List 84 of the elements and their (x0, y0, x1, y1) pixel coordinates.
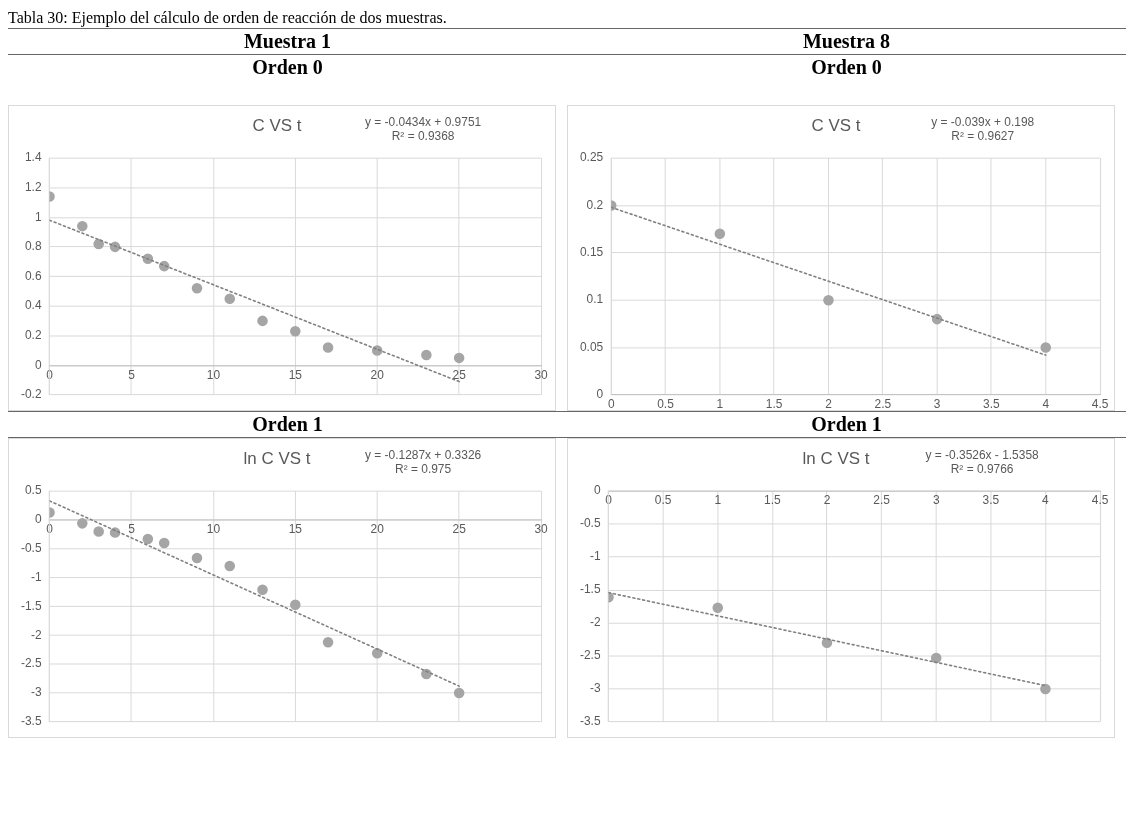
y-tick-label: 0.4 (24, 298, 42, 313)
x-tick-label: 0.5 (654, 493, 672, 508)
y-tick-label: 0 (596, 387, 604, 402)
chart-subtitle: Orden 0 (251, 55, 324, 80)
y-tick-label: -2 (589, 615, 601, 630)
y-tick-label: 0.15 (579, 245, 604, 260)
y-tick-label: 0.2 (24, 328, 42, 342)
x-tick-label: 30 (534, 367, 549, 382)
y-tick-label: -1.5 (579, 582, 601, 597)
x-tick-label: 2 (823, 493, 831, 508)
text: Muestra 8 (567, 29, 1126, 55)
x-tick-label: 1 (714, 493, 722, 508)
x-tick-label: 1.5 (765, 397, 783, 412)
text: R² = 0.9766 (950, 461, 1014, 476)
text: R² = 0.975 (395, 461, 452, 476)
chart-title: C VS t (252, 115, 302, 135)
x-tick-label: 5 (128, 522, 136, 537)
y-tick-label: -1 (589, 549, 601, 564)
x-tick-label: 1.5 (764, 493, 782, 508)
text: y = -0.0434x + 0.9751 (365, 114, 482, 129)
x-tick-label: 20 (370, 522, 385, 537)
y-tick-label: -3 (30, 685, 42, 700)
text: Tabla 30: Ejemplo del cálculo de orden de reacción de dos muestras. (8, 8, 1126, 29)
y-tick-label: -3.5 (579, 714, 601, 729)
y-tick-label: 0.2 (586, 197, 604, 212)
chart-title: ln C VS t (802, 448, 870, 468)
y-tick-label: 0.1 (586, 292, 604, 307)
y-tick-label: -2.5 (20, 656, 42, 671)
y-tick-label: -2.5 (579, 648, 601, 663)
x-tick-label: 4.5 (1091, 397, 1109, 412)
y-tick-label: 1 (34, 209, 42, 224)
text: y = -0.3526x - 1.5358 (925, 447, 1040, 462)
y-tick-label: -0.5 (20, 541, 42, 556)
y-tick-label: -0.2 (20, 387, 42, 402)
y-tick-label: 0.05 (579, 339, 604, 354)
x-tick-label: 3 (933, 397, 941, 412)
x-tick-label: 20 (370, 367, 385, 382)
y-tick-label: -2 (30, 627, 42, 642)
y-tick-label: -3 (589, 681, 601, 696)
x-tick-label: 15 (288, 367, 303, 382)
text: R² = 0.9627 (951, 128, 1015, 143)
x-tick-label: 5 (128, 367, 136, 382)
x-tick-label: 3.5 (983, 397, 1001, 412)
x-tick-label: 4.5 (1091, 493, 1109, 508)
y-tick-label: -1 (30, 569, 42, 584)
x-tick-label: 0.5 (657, 397, 675, 412)
y-tick-label: 0.5 (24, 483, 42, 498)
chart-subtitle: Orden 1 (8, 412, 567, 438)
y-tick-label: 0 (593, 483, 601, 498)
y-tick-label: -3.5 (20, 714, 42, 729)
y-tick-label: 0.25 (579, 150, 604, 165)
chart-subtitle: Orden 1 (567, 412, 1126, 438)
y-tick-label: 0 (34, 357, 42, 372)
x-tick-label: 1 (716, 397, 724, 412)
x-tick-label: 3 (932, 493, 940, 508)
x-tick-label: 10 (206, 522, 221, 537)
x-tick-label: 0 (46, 367, 54, 382)
x-tick-label: 10 (206, 367, 221, 382)
chart-title: C VS t (811, 115, 861, 135)
text: Muestra 1 (8, 29, 567, 55)
x-tick-label: 3.5 (982, 493, 1000, 508)
text: y = -0.039x + 0.198 (931, 114, 1035, 129)
y-tick-label: 1.4 (24, 150, 42, 165)
x-tick-label: 25 (452, 367, 467, 382)
x-tick-label: 15 (288, 522, 303, 537)
y-tick-label: -0.5 (579, 516, 601, 531)
x-tick-label: 25 (452, 522, 467, 537)
x-tick-label: 2.5 (873, 493, 891, 508)
y-tick-label: 0.6 (24, 268, 42, 283)
y-tick-label: -1.5 (20, 598, 42, 613)
text: y = -0.1287x + 0.3326 (365, 447, 482, 462)
y-tick-label: 0.8 (24, 239, 42, 254)
chart-title: ln C VS t (243, 448, 311, 468)
y-tick-label: 0 (34, 512, 42, 527)
text: R² = 0.9368 (391, 128, 455, 143)
x-tick-label: 0 (46, 522, 54, 537)
y-tick-label: 1.2 (24, 179, 42, 194)
x-tick-label: 0 (607, 397, 615, 412)
x-tick-label: 2 (825, 397, 833, 412)
x-tick-label: 4 (1042, 397, 1050, 412)
x-tick-label: 2.5 (874, 397, 892, 412)
chart-subtitle: Orden 0 (810, 55, 883, 80)
x-tick-label: 30 (534, 522, 549, 537)
x-tick-label: 4 (1042, 493, 1050, 508)
